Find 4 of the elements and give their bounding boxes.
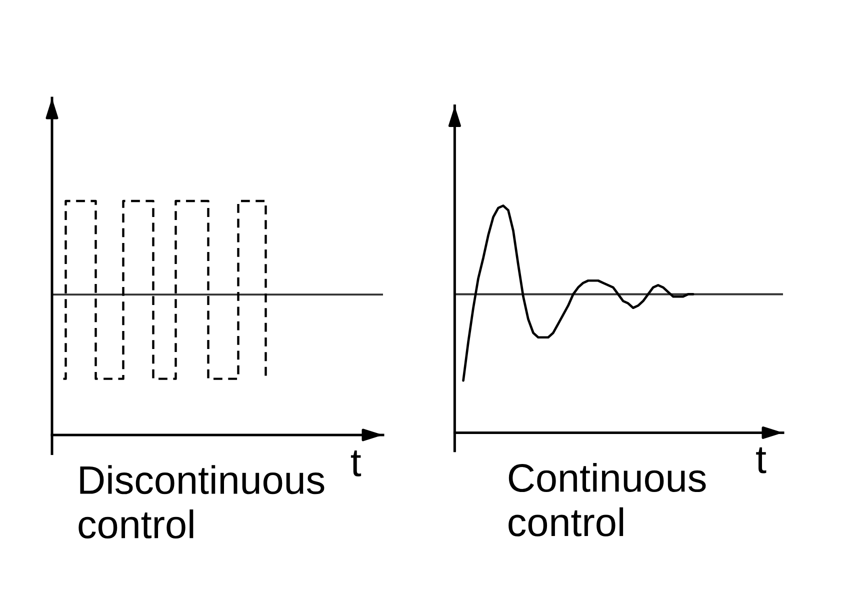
text: Continuous control — [508, 462, 706, 536]
text: Discontinuous control — [78, 465, 324, 539]
x-axis-title: t — [350, 450, 362, 476]
x-axis-title: t — [756, 447, 766, 474]
